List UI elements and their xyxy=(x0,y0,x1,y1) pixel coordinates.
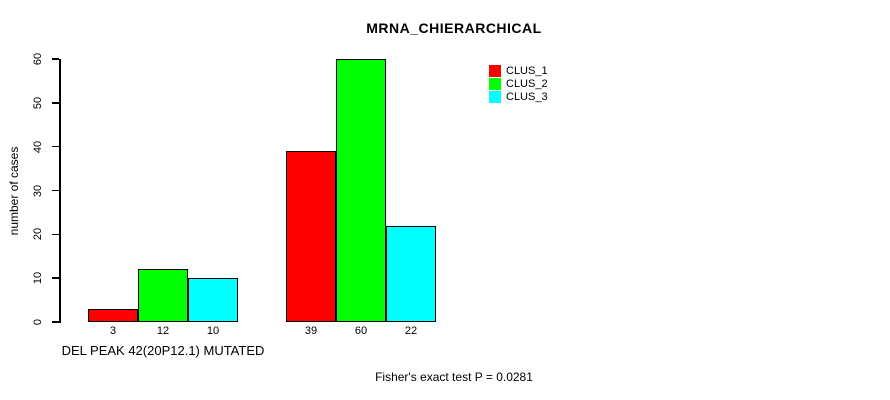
bar xyxy=(188,278,238,322)
bar-value-label: 3 xyxy=(109,325,117,337)
x-group-label: DEL PEAK 42(20P12.1) MUTATED xyxy=(61,343,265,358)
legend-swatch xyxy=(489,77,501,90)
legend-label: CLUS_1 xyxy=(506,64,548,77)
legend: CLUS_1 CLUS_2 CLUS_3 xyxy=(489,64,548,103)
y-tick-label: 30 xyxy=(32,184,44,197)
y-tick xyxy=(52,321,59,323)
bar-value-label: 39 xyxy=(304,325,318,337)
bar-value-label: 10 xyxy=(206,325,220,337)
bar xyxy=(286,151,336,322)
y-tick-label: 60 xyxy=(32,52,44,66)
y-tick-label: 10 xyxy=(32,272,44,285)
legend-row: CLUS_2 xyxy=(489,77,548,90)
legend-swatch xyxy=(489,90,501,103)
legend-row: CLUS_1 xyxy=(489,64,548,77)
chart-title: MRNA_CHIERARCHICAL xyxy=(366,20,542,36)
y-axis-line xyxy=(59,59,61,323)
y-axis-title: number of cases xyxy=(7,146,21,236)
legend-label: CLUS_2 xyxy=(506,77,548,90)
bar xyxy=(138,269,188,322)
y-tick xyxy=(52,189,59,192)
bar xyxy=(386,225,436,322)
bar xyxy=(336,59,386,322)
y-tick-label: 50 xyxy=(32,96,44,109)
y-tick xyxy=(52,58,59,60)
y-tick xyxy=(52,277,59,279)
y-tick-label: 40 xyxy=(32,140,44,153)
legend-row: CLUS_3 xyxy=(489,90,548,103)
y-tick xyxy=(52,145,59,148)
y-tick xyxy=(52,102,59,104)
bar-value-label: 12 xyxy=(156,325,170,337)
bar xyxy=(88,308,138,322)
y-tick-label: 0 xyxy=(32,318,44,326)
legend-label: CLUS_3 xyxy=(506,90,548,103)
y-tick xyxy=(52,233,59,236)
bar-value-label: 60 xyxy=(354,325,368,337)
legend-swatch xyxy=(489,64,501,77)
footer-annotation: Fisher's exact test P = 0.0281 xyxy=(375,370,533,384)
y-tick-label: 20 xyxy=(32,228,44,241)
bar-value-label: 22 xyxy=(404,325,418,337)
